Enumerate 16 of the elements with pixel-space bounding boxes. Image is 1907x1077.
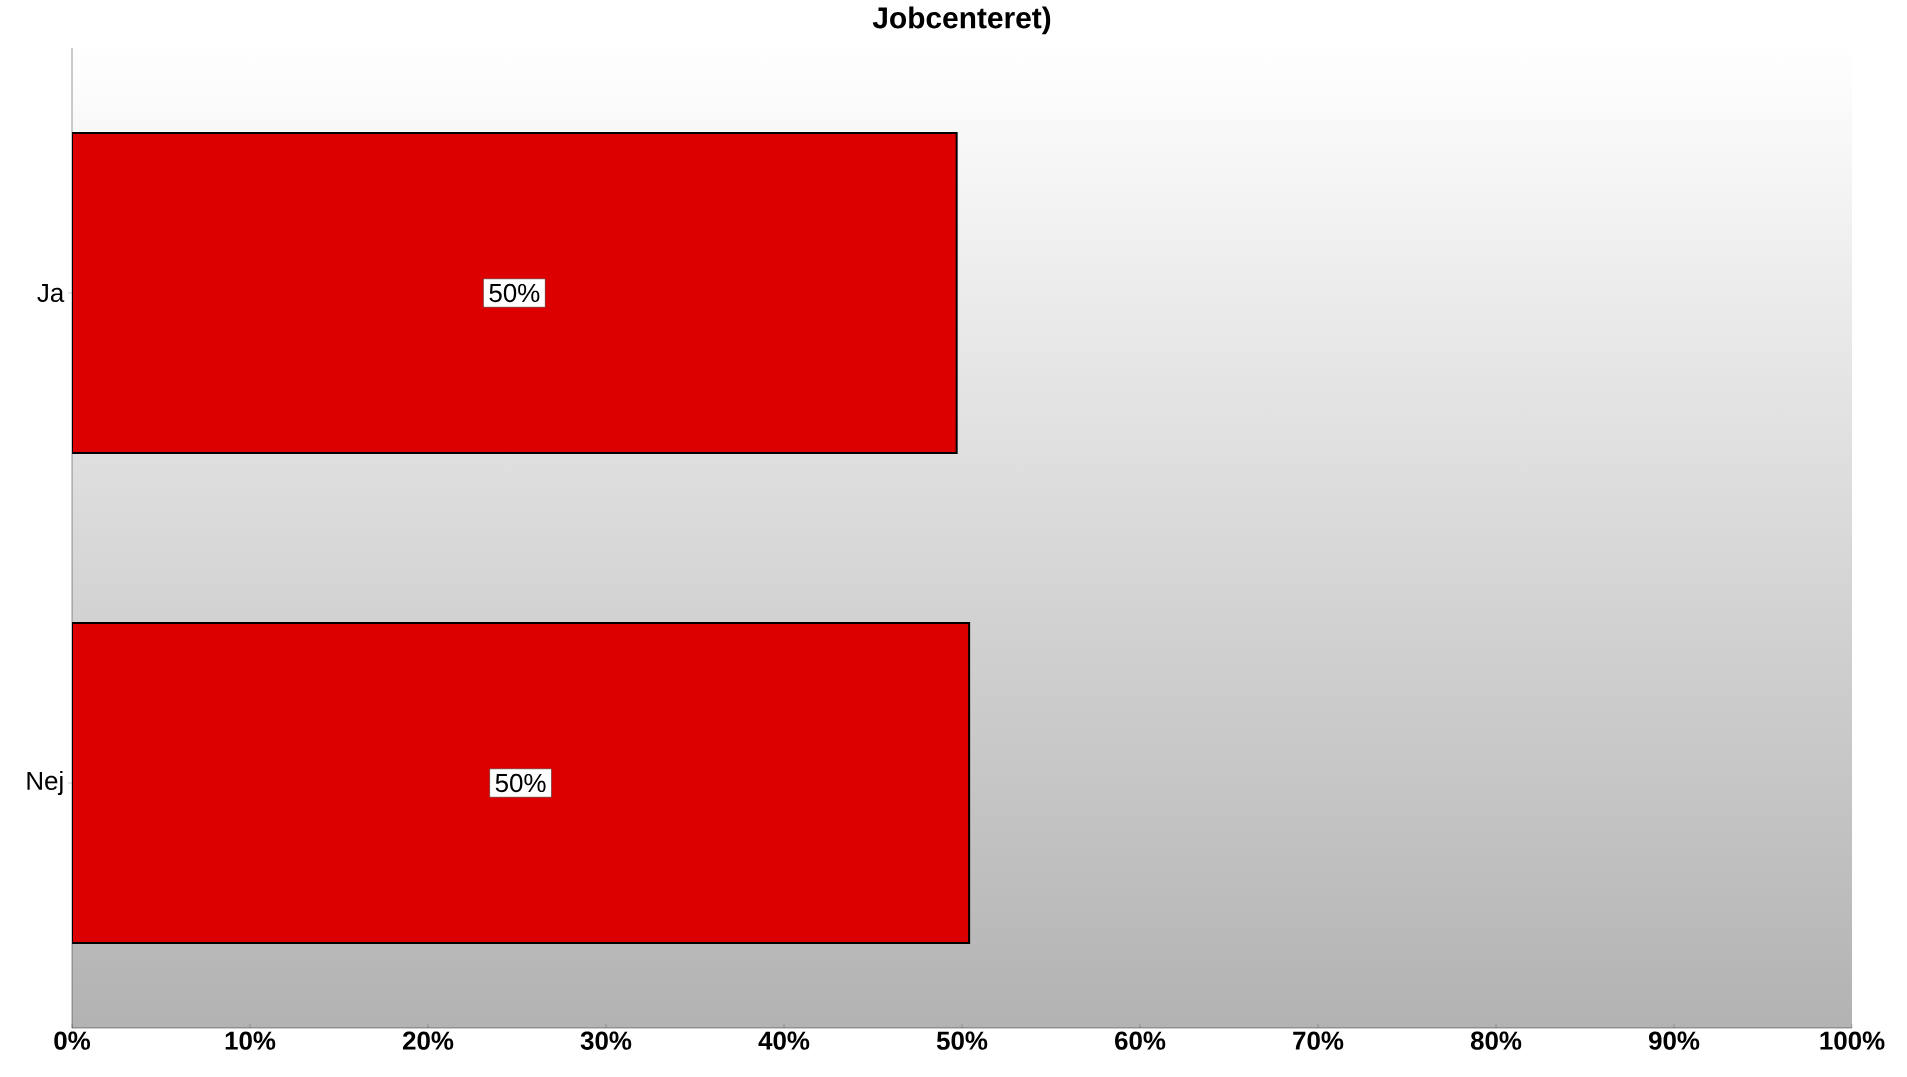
x-tick-label: 90%	[1648, 1031, 1700, 1050]
x-tick-label: 80%	[1470, 1031, 1522, 1050]
chart-title: Jobcenteret)	[872, 6, 1051, 35]
x-tick-label: 0%	[54, 1031, 91, 1050]
y-tick-label: Ja	[37, 283, 65, 303]
data-label: 50%	[495, 773, 546, 793]
x-tick-label: 50%	[936, 1031, 988, 1050]
x-tick-label: 40%	[758, 1031, 810, 1050]
data-label: 50%	[489, 283, 540, 303]
x-tick-label: 20%	[402, 1031, 454, 1050]
y-tick-label: Nej	[27, 770, 63, 796]
x-tick-label: 100%	[1820, 1031, 1885, 1050]
x-tick-label: 10%	[225, 1031, 276, 1050]
x-tick-label: 60%	[1115, 1031, 1166, 1050]
x-tick-label: 30%	[580, 1031, 632, 1050]
x-tick-label: 70%	[1293, 1031, 1344, 1050]
